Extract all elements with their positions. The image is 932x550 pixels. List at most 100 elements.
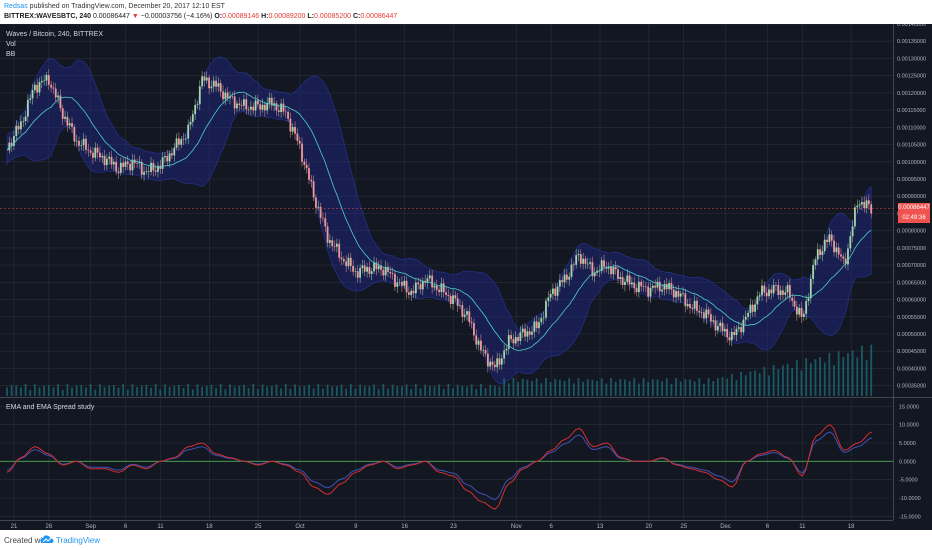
volume-bar: [215, 388, 217, 396]
candle-body: [312, 181, 315, 198]
volume-bar: [335, 386, 338, 396]
time-tick-label: Oct: [295, 524, 305, 530]
candle-body: [73, 127, 76, 142]
volume-bar: [368, 386, 371, 396]
candle-body: [268, 97, 271, 103]
price-tick-label: 0.00135000: [897, 39, 926, 45]
candle-body: [779, 290, 782, 295]
volume-bar: [210, 384, 213, 396]
candle-body: [250, 106, 252, 110]
volume-bar: [322, 388, 324, 396]
candle-body: [401, 282, 403, 286]
price-tick-label: 0.00130000: [897, 56, 926, 62]
candle-body: [326, 226, 329, 243]
volume-bar: [24, 384, 27, 396]
tradingview-brand-link[interactable]: TradingView: [56, 536, 101, 545]
candle-body: [349, 257, 352, 266]
candle-body: [856, 205, 859, 208]
candle-body: [656, 281, 659, 288]
candle-body: [756, 296, 759, 305]
time-tick-label: 25: [680, 524, 687, 530]
bollinger-legend[interactable]: BB: [6, 51, 16, 58]
volume-bar: [549, 381, 552, 396]
chart-canvas[interactable]: 0.00140000 0.00135000 0.00130000 0.00125000…: [0, 24, 932, 530]
candle-body: [266, 102, 269, 111]
candle-body: [693, 300, 696, 309]
candle-body: [570, 264, 573, 277]
candle-body: [75, 140, 78, 142]
candle-body: [737, 327, 740, 329]
candle-body: [521, 328, 524, 333]
candle-body: [514, 337, 517, 344]
candle-body: [103, 155, 106, 166]
candle-body: [475, 335, 478, 345]
created-with-label: Created with: [4, 536, 49, 545]
publish-info: Redsas published on TradingView.com, Dec…: [4, 3, 225, 10]
time-tick-label: Nov: [511, 524, 522, 530]
volume-bar: [401, 386, 403, 396]
candle-body: [698, 310, 701, 313]
candle-body: [763, 285, 766, 293]
candle-body: [795, 306, 798, 315]
volume-bar: [229, 384, 231, 396]
candle-body: [233, 96, 236, 109]
volume-bar: [391, 384, 394, 396]
candle-body: [761, 285, 763, 296]
candle-body: [410, 290, 413, 295]
candle-body: [633, 282, 636, 288]
volume-bar: [345, 388, 348, 396]
volume-legend[interactable]: Vol: [6, 41, 16, 48]
candle-body: [744, 316, 747, 320]
candle-body: [710, 314, 712, 322]
volume-bar: [38, 387, 41, 396]
candle-body: [375, 262, 378, 270]
volume-bar: [270, 385, 273, 396]
volume-bar: [438, 384, 440, 396]
candle-body: [519, 332, 522, 341]
candle-body: [568, 276, 571, 280]
candle-body: [703, 312, 705, 319]
candle-body: [747, 312, 749, 317]
candle-body: [561, 280, 564, 283]
volume-bar: [52, 387, 55, 396]
volume-bar: [554, 378, 557, 396]
main-series-title[interactable]: Waves / Bitcoin, 240, BITTREX: [6, 31, 103, 38]
candle-body: [315, 197, 317, 208]
candle-body: [867, 200, 870, 205]
candle-body: [224, 92, 227, 100]
price-tick-label: 0.00060000: [897, 298, 926, 304]
candle-body: [68, 123, 71, 126]
chart-frame[interactable]: 0.00140000 0.00135000 0.00130000 0.00125000…: [0, 24, 932, 530]
volume-bar: [414, 384, 417, 396]
candle-body: [387, 266, 389, 272]
time-tick-label: 23: [450, 524, 457, 530]
volume-bar: [568, 378, 571, 396]
candle-body: [477, 340, 480, 345]
candle-body: [445, 292, 447, 295]
candle-body: [540, 318, 543, 323]
candle-body: [277, 110, 280, 113]
candle-body: [691, 307, 694, 309]
candle-body: [333, 246, 336, 247]
volume-bar: [763, 366, 766, 396]
candle-body: [428, 275, 431, 279]
candle-body: [219, 83, 222, 92]
volume-bar: [517, 382, 519, 396]
volume-bar: [447, 384, 450, 396]
author-link[interactable]: Redsas: [4, 3, 28, 10]
last-price: 0.00086447: [92, 13, 130, 20]
candle-body: [340, 257, 343, 260]
oscillator-legend[interactable]: EMA and EMA Spread study: [6, 404, 95, 411]
candle-body: [749, 304, 752, 313]
volume-bar: [43, 385, 46, 396]
candle-body: [87, 149, 90, 151]
volume-bar: [540, 383, 543, 396]
candle-body: [152, 162, 155, 171]
candle-body: [289, 118, 292, 132]
candle-body: [396, 282, 399, 287]
candle-body: [770, 289, 773, 294]
candle-body: [463, 314, 466, 317]
candle-body: [82, 138, 85, 146]
candle-body: [582, 258, 585, 264]
candle-body: [793, 300, 796, 307]
